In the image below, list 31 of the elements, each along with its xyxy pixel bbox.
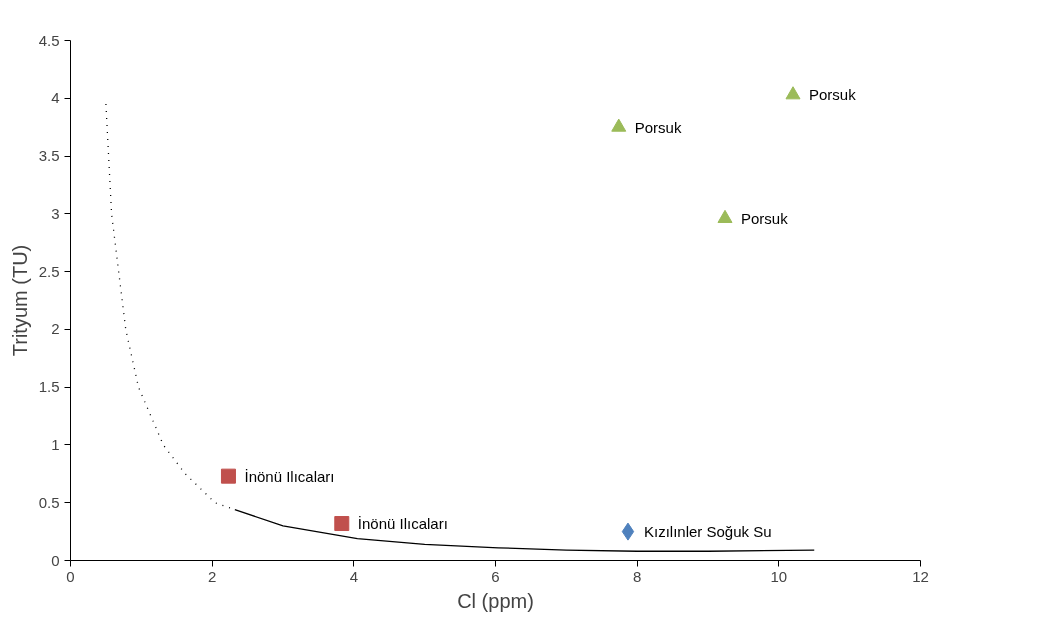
x-tick-label: 12 — [912, 567, 929, 585]
y-tick-label: 3 — [51, 204, 60, 222]
x-tick-label: 4 — [349, 567, 359, 585]
annotation: Porsuk — [809, 86, 857, 104]
x-tick-label: 2 — [208, 567, 217, 585]
y-tick-label: 4 — [51, 89, 60, 107]
x-tick-label: 10 — [770, 567, 788, 585]
y-tick-label: 2 — [51, 320, 60, 338]
annotation: Porsuk — [741, 209, 789, 227]
annotation: Porsuk — [634, 118, 682, 136]
point — [220, 468, 236, 484]
x-axis-title: Cl (ppm) — [457, 589, 534, 612]
point — [611, 118, 627, 132]
annotation: İnönü Ilıcaları — [357, 515, 448, 533]
x-tick-label: 8 — [633, 567, 642, 585]
annotation: İnönü Ilıcaları — [244, 467, 335, 485]
x-tick-label: 6 — [491, 567, 500, 585]
y-tick-label: 1 — [51, 435, 60, 453]
y-tick-label: 0.5 — [38, 493, 60, 511]
point — [717, 209, 733, 223]
point — [621, 522, 635, 541]
y-tick-label: 4.5 — [38, 31, 60, 49]
y-tick-label: 1.5 — [38, 378, 60, 396]
point — [334, 516, 350, 532]
y-axis-title: Trityum (TU) — [8, 244, 31, 357]
y-tick-label: 0 — [51, 551, 60, 569]
x-tick-label: 0 — [66, 567, 75, 585]
y-tick-label: 3.5 — [38, 147, 60, 165]
y-tick-label: 2.5 — [38, 262, 60, 280]
annotation: Kızılınler Soğuk Su — [643, 523, 772, 541]
point — [785, 86, 801, 100]
